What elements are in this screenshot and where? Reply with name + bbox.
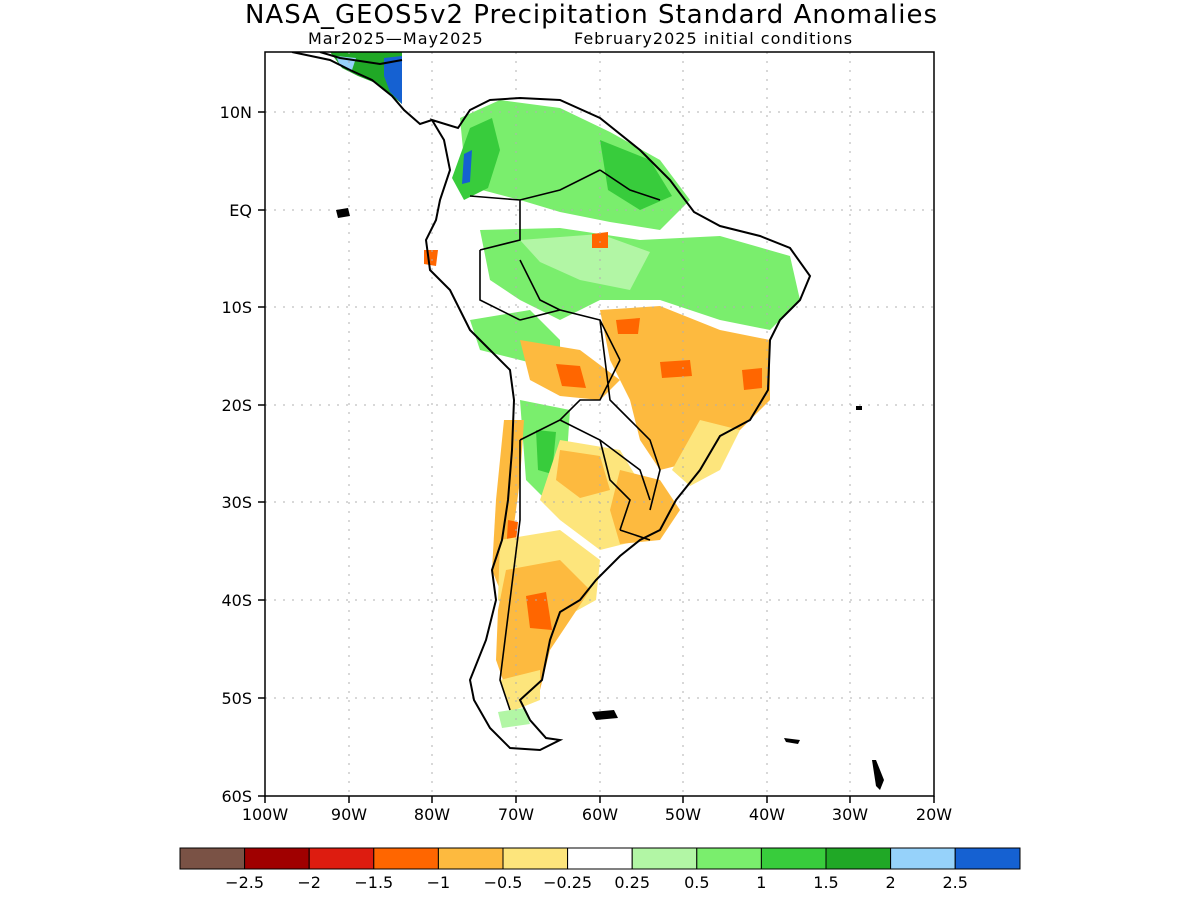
lon-label-30w: 30W [832,805,868,824]
legend-label-2: −1.5 [354,873,393,892]
light-wet-region-amazon [520,234,650,290]
dry-region-argentina-north [556,450,610,498]
galapagos-islands [336,208,350,218]
strong-dry-spot-brazil-1 [660,360,692,378]
falkland-islands [592,710,618,720]
legend-box-0 [179,847,246,870]
lon-label-50w: 50W [665,805,701,824]
forecast-period: Mar2025—May2025 [308,29,484,48]
light-dry-region-brazil [672,420,740,486]
legend-label-1: −2 [297,873,321,892]
legend-box-12 [954,847,1021,870]
color-legend [179,847,1021,870]
lat-label-10s: 10S [221,298,252,317]
longitude-labels: 100W 90W 80W 70W 60W 50W 40W 30W 20W [242,805,952,824]
lat-label-40s: 40S [221,591,252,610]
central-america-coastline [291,52,433,126]
legend-labels: −2.5 −2 −1.5 −1 −0.5 −0.25 0.25 0.5 1 1.… [225,873,968,892]
legend-box-7 [631,847,698,870]
coastlines [291,52,812,752]
central-america-north-coast [319,52,403,66]
latitude-labels: 10N EQ 10S 20S 30S 40S 50S 60S [220,103,252,806]
lon-label-90w: 90W [331,805,367,824]
legend-box-11 [890,847,956,870]
legend-box-2 [308,847,375,870]
south-georgia [784,738,800,744]
lat-label-50s: 50S [221,689,252,708]
lon-label-70w: 70W [498,805,534,824]
legend-box-3 [373,847,439,870]
legend-box-6 [567,847,633,870]
lon-label-20w: 20W [916,805,952,824]
legend-label-9: 1.5 [813,873,838,892]
legend-label-5: −0.25 [543,873,592,892]
lon-label-40w: 40W [749,805,785,824]
islands [336,208,884,790]
island-chain-east [872,760,884,790]
legend-label-6: 0.25 [614,873,650,892]
strong-dry-spot-ecuador [424,250,438,266]
gridlines [265,52,934,796]
legend-box-10 [825,847,892,870]
legend-label-4: −0.5 [484,873,523,892]
lat-label-60s: 60S [221,787,252,806]
lat-label-eq: EQ [229,201,252,220]
lat-label-30s: 30S [221,493,252,512]
map-title: NASA_GEOS5v2 Precipitation Standard Anom… [244,0,939,30]
legend-box-8 [696,847,762,870]
light-dry-region-patagonia-south [500,670,540,712]
dry-region-patagonia [496,560,590,700]
strong-dry-spot-brazil-3 [616,318,640,334]
light-wet-region-tierra-del-fuego [498,708,530,728]
lon-label-100w: 100W [242,805,289,824]
legend-label-0: −2.5 [225,873,264,892]
wet-region-guianas [600,140,672,210]
south-america-coastline [424,96,812,752]
legend-box-1 [244,847,310,870]
legend-label-10: 2 [886,873,896,892]
strong-dry-spot-bolivia [556,364,586,388]
lat-label-10n: 10N [220,103,252,122]
dry-region-uruguay [610,470,680,544]
lon-label-80w: 80W [414,805,450,824]
fernando-de-noronha [856,406,862,410]
very-wet-region-colombia [462,150,472,184]
legend-label-11: 2.5 [942,873,967,892]
legend-label-8: 1 [756,873,766,892]
legend-label-3: −1 [427,873,451,892]
legend-box-9 [760,847,827,870]
lat-label-20s: 20S [221,396,252,415]
legend-box-5 [502,847,569,870]
strong-dry-spot-brazil-2 [742,368,762,390]
initial-conditions: February2025 initial conditions [574,29,854,48]
strong-dry-spot-amazon [592,232,608,248]
lon-label-60w: 60W [582,805,618,824]
axis-ticks [258,111,935,803]
country-borders [469,169,661,711]
legend-label-7: 0.5 [684,873,709,892]
anomaly-shading [330,52,800,728]
strong-wet-region-bolivia [536,430,556,474]
legend-box-4 [437,847,504,870]
strong-dry-region-patagonia [526,592,552,630]
very-wet-region-central-america [384,56,402,104]
